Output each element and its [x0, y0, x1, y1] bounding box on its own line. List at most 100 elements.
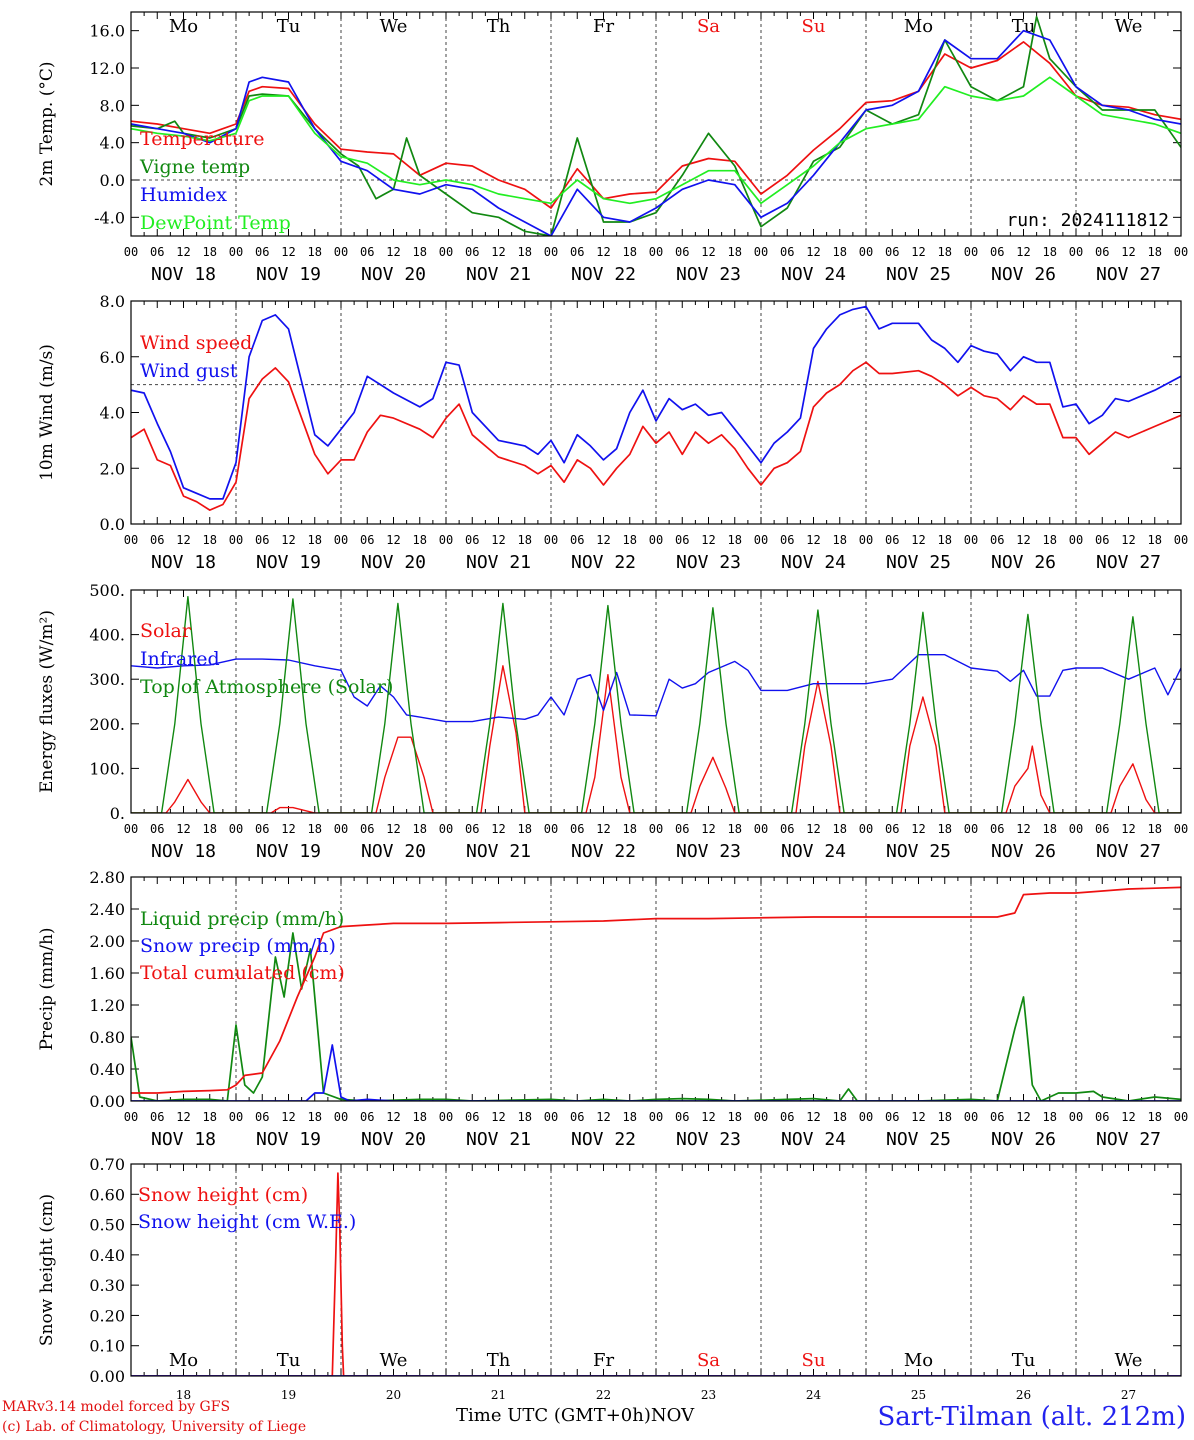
hour-tick-label: 06: [360, 822, 374, 836]
hour-tick-label: 12: [491, 822, 505, 836]
hour-tick-label: 06: [1095, 822, 1109, 836]
hour-tick-label: 00: [859, 533, 873, 547]
weekday-label: Tu: [1012, 1350, 1036, 1371]
y-tick-label: 0.: [110, 804, 125, 823]
legend-entry: Snow height (cm W.E.): [138, 1211, 356, 1233]
hour-tick-label: 18: [1043, 1110, 1057, 1124]
day-number-label: 18: [176, 1388, 191, 1402]
hour-tick-label: 00: [964, 533, 978, 547]
weekday-label: Tu: [277, 1350, 301, 1371]
series-line-total-cumulated-cm-: [131, 886, 1181, 1094]
date-label: NOV 23: [676, 1129, 741, 1150]
hour-tick-label: 12: [176, 822, 190, 836]
weekday-label: Sa: [697, 1350, 720, 1371]
y-axis-label: 10m Wind (m/s): [37, 344, 57, 481]
model-credit: MARv3.14 model forced by GFS: [2, 1399, 231, 1415]
weekday-label: Su: [802, 1350, 826, 1371]
hour-tick-label: 12: [491, 533, 505, 547]
date-label: NOV 20: [361, 264, 426, 285]
hour-tick-label: 06: [465, 1110, 479, 1124]
series-line-snow-height-cm-: [131, 1172, 1181, 1376]
date-label: NOV 26: [991, 264, 1056, 285]
hour-tick-label: 18: [938, 245, 952, 259]
legend-entry: Humidex: [140, 184, 227, 206]
day-number-label: 20: [386, 1388, 401, 1402]
legend-entry: DewPoint Temp: [140, 212, 291, 234]
hour-tick-label: 00: [229, 533, 243, 547]
weekday-label: Tu: [1012, 16, 1036, 37]
hour-tick-label: 12: [1121, 245, 1135, 259]
hour-tick-label: 00: [229, 245, 243, 259]
hour-tick-label: 06: [465, 245, 479, 259]
date-label: NOV 18: [151, 841, 216, 862]
y-tick-label: 1.20: [89, 996, 125, 1015]
y-tick-label: 12.0: [89, 59, 125, 78]
hour-tick-label: 18: [728, 533, 742, 547]
y-axis-label: Energy fluxes (W/m²): [37, 610, 57, 793]
series-line-temperature: [131, 41, 1181, 209]
hour-tick-label: 00: [1069, 245, 1083, 259]
y-tick-label: 0.0: [100, 515, 125, 534]
date-label: NOV 24: [781, 552, 846, 573]
time-label: Time UTC (GMT+0h): [456, 1405, 651, 1426]
hour-tick-label: 06: [465, 533, 479, 547]
hour-tick-label: 12: [596, 245, 610, 259]
y-tick-label: 2.0: [100, 459, 125, 478]
hour-tick-label: 00: [439, 533, 453, 547]
date-label: NOV 18: [151, 264, 216, 285]
hour-tick-label: 06: [1095, 533, 1109, 547]
date-label: NOV 25: [886, 264, 951, 285]
hour-tick-label: 12: [1121, 822, 1135, 836]
date-label: NOV 23: [676, 264, 741, 285]
date-label: NOV 22: [571, 264, 636, 285]
plot-frame: [130, 589, 1182, 814]
date-label: NOV 25: [886, 552, 951, 573]
panel-2: 0.0 2.0 4.0 6.0 8.0 10m Wind (m/s) 00 06 12 18 00 0…: [37, 292, 1188, 573]
legend-entry: Temperature: [140, 128, 264, 150]
y-tick-label: 2.80: [89, 868, 125, 887]
hour-tick-label: 18: [1043, 245, 1057, 259]
date-label: NOV 18: [151, 1129, 216, 1150]
hour-tick-label: 12: [1121, 1110, 1135, 1124]
weekday-label: Su: [802, 16, 826, 37]
legend-entry: Total cumulated (cm): [140, 962, 345, 984]
hour-tick-label: 00: [964, 1110, 978, 1124]
hour-tick-label: 12: [1016, 245, 1030, 259]
date-label: NOV 23: [676, 841, 741, 862]
weekday-label: Mo: [169, 16, 198, 37]
y-tick-label: 300.: [89, 670, 125, 689]
hour-tick-label: 18: [308, 822, 322, 836]
hour-tick-label: 18: [1148, 1110, 1162, 1124]
panel-5: 0.00 0.10 0.20 0.30 0.40 0.50 0.60 0.70 Snow hei…: [37, 1155, 1182, 1402]
y-tick-label: 0.00: [89, 1092, 125, 1111]
hour-tick-label: 06: [780, 1110, 794, 1124]
hour-tick-label: 06: [255, 245, 269, 259]
hour-tick-label: 06: [360, 245, 374, 259]
hour-tick-label: 18: [623, 245, 637, 259]
day-number-label: 19: [281, 1388, 296, 1402]
hour-tick-label: 12: [701, 822, 715, 836]
hour-tick-label: 12: [281, 245, 295, 259]
hour-tick-label: 00: [1069, 1110, 1083, 1124]
date-label: NOV 22: [571, 552, 636, 573]
hour-tick-label: 18: [728, 822, 742, 836]
weekday-label: Fr: [593, 1350, 614, 1371]
hour-tick-label: 18: [1148, 822, 1162, 836]
legend-entry: Snow precip (mm/h): [140, 935, 336, 957]
hour-tick-label: 06: [570, 1110, 584, 1124]
hour-tick-label: 12: [806, 822, 820, 836]
hour-tick-label: 12: [911, 822, 925, 836]
date-label: NOV 19: [256, 264, 321, 285]
hour-tick-label: 00: [1069, 533, 1083, 547]
hour-tick-label: 06: [885, 533, 899, 547]
hour-tick-label: 12: [491, 245, 505, 259]
plot-frame: [130, 300, 1182, 525]
date-label: NOV 27: [1096, 552, 1161, 573]
hour-tick-label: 18: [203, 1110, 217, 1124]
hour-tick-label: 00: [1174, 822, 1188, 836]
y-tick-label: 400.: [89, 626, 125, 645]
hour-tick-label: 12: [1016, 533, 1030, 547]
weekday-label: We: [1115, 1350, 1143, 1371]
date-label: NOV 24: [781, 264, 846, 285]
hour-tick-label: 18: [728, 1110, 742, 1124]
